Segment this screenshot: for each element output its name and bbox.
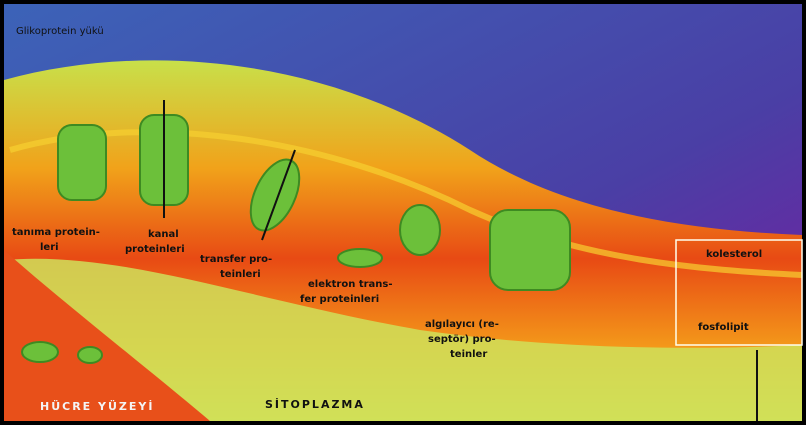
label: fer proteinleri	[300, 294, 379, 305]
protein	[57, 124, 107, 201]
cytoplasm-area	[4, 258, 802, 421]
label: leri	[40, 242, 59, 253]
label: Glikoprotein yükü	[16, 26, 104, 37]
label: teinler	[450, 349, 487, 360]
label: fosfolipit	[698, 322, 749, 333]
protein	[399, 204, 441, 256]
label: HÜCRE YÜZEYİ	[40, 399, 154, 413]
protein	[489, 209, 571, 291]
protein	[337, 248, 383, 268]
label: transfer pro-	[200, 254, 272, 265]
label: kolesterol	[706, 249, 762, 260]
protein	[21, 341, 59, 363]
label: proteinleri	[125, 244, 185, 255]
label: septör) pro-	[428, 334, 496, 345]
protein	[77, 346, 103, 364]
label: algılayıcı (re-	[425, 319, 499, 330]
surface-cut	[4, 250, 210, 421]
label: SİTOPLAZMA	[265, 397, 365, 411]
detail-box	[675, 239, 803, 346]
label: elektron trans-	[308, 279, 393, 290]
label: tanıma protein-	[12, 227, 100, 238]
arrow	[261, 149, 296, 241]
label: kanal	[148, 229, 179, 240]
proteins	[21, 114, 571, 364]
label: teinleri	[220, 269, 261, 280]
